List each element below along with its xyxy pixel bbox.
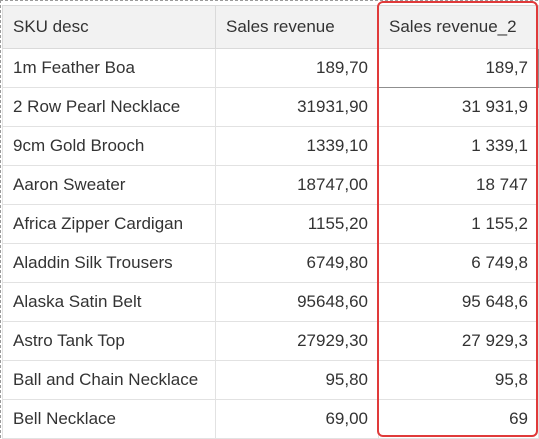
sales-revenue-cell[interactable]: 6749,80 bbox=[215, 243, 379, 283]
sku-cell[interactable]: Ball and Chain Necklace bbox=[2, 360, 216, 400]
table-row: Bell Necklace 69,00 69 bbox=[2, 399, 539, 439]
sales-revenue-2-cell[interactable]: 1 155,2 bbox=[378, 204, 539, 244]
sku-cell[interactable]: Bell Necklace bbox=[2, 399, 216, 439]
sales-revenue-2-cell[interactable]: 95,8 bbox=[378, 360, 539, 400]
sales-revenue-2-cell[interactable]: 31 931,9 bbox=[378, 87, 539, 127]
column-header-sku-desc[interactable]: SKU desc bbox=[2, 5, 216, 49]
sku-cell[interactable]: Aladdin Silk Trousers bbox=[2, 243, 216, 283]
sales-revenue-2-cell[interactable]: 69 bbox=[378, 399, 539, 439]
sales-revenue-2-cell[interactable]: 27 929,3 bbox=[378, 321, 539, 361]
sku-cell[interactable]: Astro Tank Top bbox=[2, 321, 216, 361]
sales-revenue-cell[interactable]: 18747,00 bbox=[215, 165, 379, 205]
table-row: 2 Row Pearl Necklace 31931,90 31 931,9 bbox=[2, 87, 539, 127]
table-row: Astro Tank Top 27929,30 27 929,3 bbox=[2, 321, 539, 361]
header-row: SKU desc Sales revenue Sales revenue_2 bbox=[2, 5, 539, 49]
sales-revenue-2-cell[interactable]: 18 747 bbox=[378, 165, 539, 205]
table-row: 1m Feather Boa 189,70 189,7 bbox=[2, 48, 539, 88]
table-row: Aaron Sweater 18747,00 18 747 bbox=[2, 165, 539, 205]
report-table: SKU desc Sales revenue Sales revenue_2 1… bbox=[2, 5, 539, 439]
sales-revenue-2-cell[interactable]: 95 648,6 bbox=[378, 282, 539, 322]
sales-revenue-2-cell[interactable]: 189,7 bbox=[378, 48, 539, 88]
table-row: 9cm Gold Brooch 1339,10 1 339,1 bbox=[2, 126, 539, 166]
sku-cell[interactable]: Alaska Satin Belt bbox=[2, 282, 216, 322]
column-header-sales-revenue[interactable]: Sales revenue bbox=[215, 5, 379, 49]
sales-revenue-2-cell[interactable]: 6 749,8 bbox=[378, 243, 539, 283]
sales-revenue-cell[interactable]: 31931,90 bbox=[215, 87, 379, 127]
table-row: Ball and Chain Necklace 95,80 95,8 bbox=[2, 360, 539, 400]
table-row: Alaska Satin Belt 95648,60 95 648,6 bbox=[2, 282, 539, 322]
column-header-sales-revenue-2[interactable]: Sales revenue_2 bbox=[378, 5, 539, 49]
sales-revenue-cell[interactable]: 95648,60 bbox=[215, 282, 379, 322]
table-row: Aladdin Silk Trousers 6749,80 6 749,8 bbox=[2, 243, 539, 283]
sku-cell[interactable]: Africa Zipper Cardigan bbox=[2, 204, 216, 244]
sku-cell[interactable]: 2 Row Pearl Necklace bbox=[2, 87, 216, 127]
sales-revenue-cell[interactable]: 27929,30 bbox=[215, 321, 379, 361]
sales-revenue-2-cell[interactable]: 1 339,1 bbox=[378, 126, 539, 166]
sales-revenue-cell[interactable]: 69,00 bbox=[215, 399, 379, 439]
sales-revenue-cell[interactable]: 1339,10 bbox=[215, 126, 379, 166]
sku-cell[interactable]: 1m Feather Boa bbox=[2, 48, 216, 88]
sku-cell[interactable]: Aaron Sweater bbox=[2, 165, 216, 205]
sku-cell[interactable]: 9cm Gold Brooch bbox=[2, 126, 216, 166]
sales-revenue-cell[interactable]: 189,70 bbox=[215, 48, 379, 88]
sales-revenue-cell[interactable]: 95,80 bbox=[215, 360, 379, 400]
sales-revenue-cell[interactable]: 1155,20 bbox=[215, 204, 379, 244]
table-row: Africa Zipper Cardigan 1155,20 1 155,2 bbox=[2, 204, 539, 244]
